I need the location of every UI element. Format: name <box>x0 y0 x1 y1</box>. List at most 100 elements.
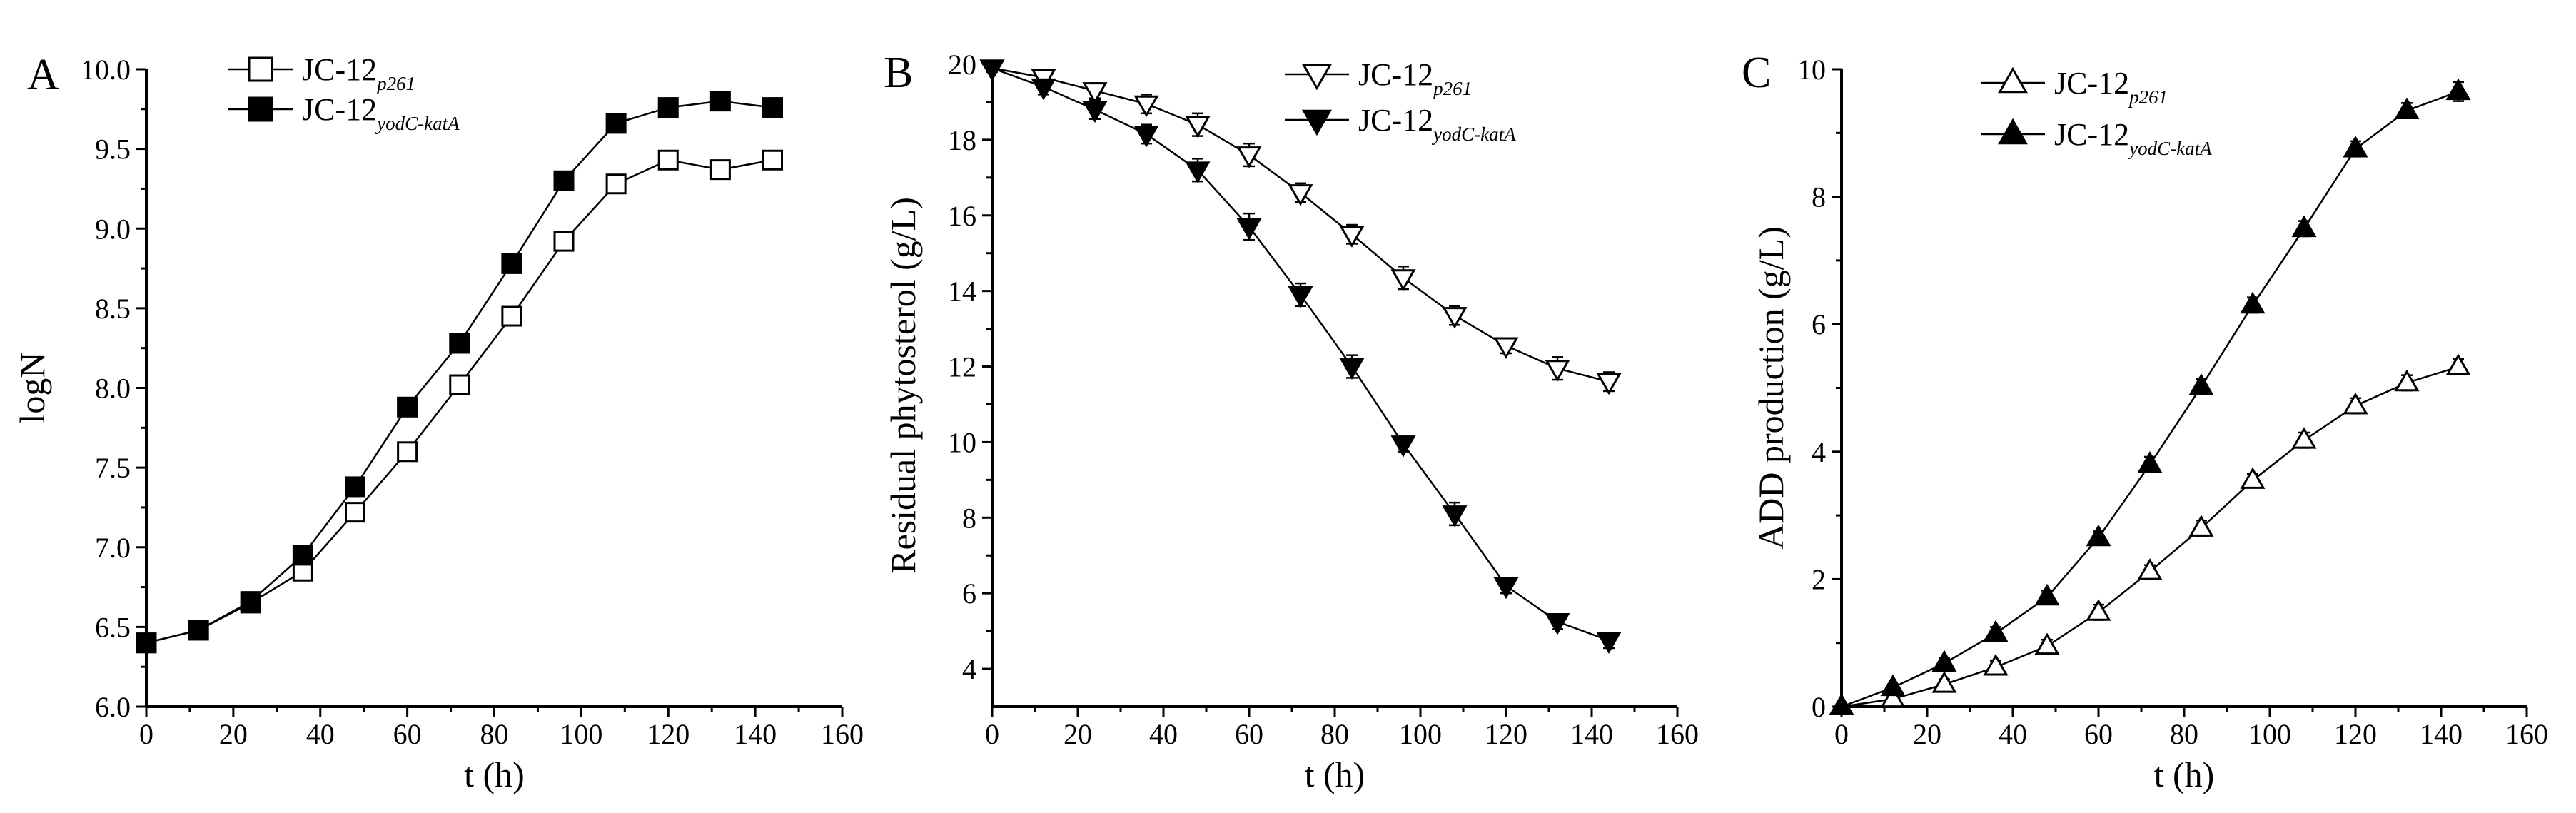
panel-a-series-2-point <box>657 97 679 118</box>
panel-b-series-2 <box>979 59 1622 654</box>
panel-b-series-2-point <box>1339 358 1365 380</box>
panel-c-series-1-point <box>1983 654 2009 676</box>
panel-c-y-tick-label: 8 <box>1812 181 1826 213</box>
panel-b-y-tick-label: 20 <box>948 49 976 81</box>
panel-b-letter: B <box>884 49 913 97</box>
panel-b-series-1-point <box>1082 82 1108 104</box>
panel-a-x-tick-label: 60 <box>393 718 422 750</box>
panel-a-chart: 0 20 40 60 80 100 120 140 160 6.0 6.5 7.0 7.5 8.0 8.5 9… <box>12 51 864 794</box>
panel-b-x-tick-label: 0 <box>985 718 999 750</box>
panel-a-series-2-point <box>501 253 522 274</box>
panel-c-x-tick-label: 20 <box>1913 718 1941 750</box>
panel-b-x-tick-label: 80 <box>1320 718 1349 750</box>
panel-a-x-tick-label: 100 <box>560 718 602 750</box>
panel-a-series-2 <box>136 91 783 654</box>
panel-a-series-2-point <box>709 91 731 112</box>
panel-b-series-1-point <box>1339 226 1365 248</box>
panel-b-legend-marker <box>1302 109 1332 136</box>
panel-b-x-tick-label: 160 <box>1656 718 1699 750</box>
panel-b-y-tick-label: 6 <box>962 577 976 610</box>
panel-a-y-tick-label: 6.5 <box>95 611 131 643</box>
panel-a-y-tick-label: 6.0 <box>95 691 131 723</box>
panel-a-series-2-point <box>449 333 470 354</box>
panel-a-series-2-point <box>188 620 209 641</box>
panel-c-legend: JC-12p261 JC-12yodC-katA <box>1981 66 2212 159</box>
panel-a-legend-marker <box>248 96 273 122</box>
panel-b-x-tick-label: 40 <box>1149 718 1178 750</box>
panel-c-series-2-point <box>2291 215 2317 238</box>
panel-b-series-2-point <box>1082 101 1108 123</box>
panel-b-series-1-point <box>1493 337 1519 360</box>
panel-a-series-1-point <box>449 374 470 395</box>
panel-a-series-1-point <box>397 441 418 463</box>
panel-c-chart: 0 20 40 60 80 100 120 140 160 0 2 4 6 8 10 t (h) ADD pro… <box>1742 49 2548 794</box>
panel-b-series-2-point <box>1545 612 1570 635</box>
panel-b-series-2-point <box>1596 632 1622 654</box>
panel-c-series-1-point <box>1931 671 1957 693</box>
panel-c-series-1-point <box>2394 369 2420 392</box>
panel-b-series-1-point <box>1133 95 1159 118</box>
panel-b-series-1-line <box>991 67 1610 383</box>
panel-c-series-2-point <box>1880 674 1906 697</box>
panel-c-series-1-point <box>1880 685 1906 708</box>
panel-a-y-axis-title: logN <box>12 353 52 424</box>
panel-c-legend-marker <box>1998 66 2028 94</box>
panel-c-series-1-point <box>2240 467 2266 489</box>
panel-a-legend-label: JC-12p261 <box>302 52 415 94</box>
panel-b-series-2-line <box>991 67 1610 642</box>
panel-c-series-1-point <box>2034 632 2060 655</box>
panel-c-x-tick-label: 40 <box>1999 718 2027 750</box>
panel-a-x-tick-label: 120 <box>647 718 690 750</box>
panel-a-series-1-point <box>605 173 627 195</box>
panel-a-series-1-point <box>762 149 783 171</box>
panel-b-legend-subscript: yodC-katA <box>1431 123 1516 145</box>
panel-a-series-2-line <box>146 100 773 644</box>
panel-c-series-2-point <box>2343 136 2368 158</box>
panel-c-y-tick-label: 4 <box>1812 436 1826 468</box>
panel-a-x-tick-label: 140 <box>734 718 777 750</box>
panel-c-series-2-point <box>2137 451 2163 473</box>
panel-b-series-2-point <box>1031 78 1056 101</box>
panel-b-series-1-point <box>1442 307 1468 329</box>
panel-a-series-1-point <box>553 231 575 252</box>
panel-a-series-2-point <box>397 396 418 418</box>
panel-a-y-tick-label: 8.0 <box>95 373 131 405</box>
panel-a-x-tick-label: 80 <box>480 718 509 750</box>
panel-c-legend-label: JC-12yodC-katA <box>2054 117 2212 159</box>
panel-b-series-2-point <box>1442 505 1468 527</box>
panel-a-y-tick-label: 7.0 <box>95 532 131 564</box>
panel-c-legend-marker <box>1998 118 2028 145</box>
panel-b-x-tick-label: 100 <box>1399 718 1442 750</box>
panel-a-y-tick-label: 9.0 <box>95 213 131 245</box>
panel-a-series-1-point <box>501 305 522 327</box>
panel-a-series-1-point <box>657 149 679 171</box>
panel-c-series-2-point <box>2034 583 2060 606</box>
panel-b-series-1-point <box>1545 360 1570 382</box>
panel-c-legend-subscript: p261 <box>2128 86 2168 108</box>
panel-b-y-tick-label: 14 <box>948 276 976 308</box>
panel-b-y-tick-label: 10 <box>948 426 976 458</box>
panel-b-series-2-point <box>1133 126 1159 148</box>
panel-a-x-tick-label: 0 <box>139 718 153 750</box>
panel-b-y-tick-label: 16 <box>948 200 976 232</box>
panel-c-series-2-point <box>1829 693 1854 715</box>
panel-b-series-2-point <box>1185 161 1211 183</box>
panel-a-series-2-point <box>553 170 575 191</box>
panel-b-series-1 <box>979 59 1622 395</box>
panel-c-series-1-point <box>2137 558 2163 580</box>
panel-a-x-tick-label: 160 <box>821 718 864 750</box>
panel-c-series-1-point <box>2445 353 2471 375</box>
panel-b-x-tick-label: 20 <box>1064 718 1092 750</box>
panel-c-y-tick-label: 2 <box>1812 563 1826 595</box>
panel-a-series-2-point <box>762 97 783 118</box>
panel-c-series-1-point <box>2188 515 2214 537</box>
panel-b-series-2-point <box>1493 577 1519 600</box>
panel-a-series-1-point <box>345 502 365 523</box>
panel-a-series-2-point <box>292 545 313 566</box>
panel-b-legend-marker <box>1302 64 1332 91</box>
panel-b-x-tick-label: 60 <box>1235 718 1263 750</box>
panel-a-x-axis-title: t (h) <box>464 754 525 794</box>
panel-c-series-2-point <box>2240 291 2266 314</box>
